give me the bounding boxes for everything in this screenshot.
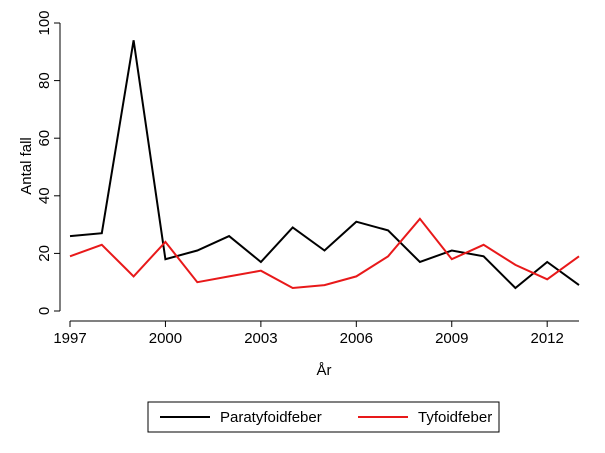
y-axis: 0 20 40 60 80 100 — [36, 10, 61, 315]
y-tick-label-80: 80 — [36, 72, 53, 89]
x-tick-label-1997: 1997 — [53, 330, 86, 347]
y-tick-label-60: 60 — [36, 130, 53, 147]
y-tick-label-0: 0 — [36, 307, 53, 315]
y-tick-label-40: 40 — [36, 187, 53, 204]
series-layer — [69, 40, 580, 290]
x-tick-label-2003: 2003 — [244, 330, 277, 347]
series-line-tyfoidfeber — [69, 217, 580, 290]
legend: Paratyfoidfeber Tyfoidfeber — [147, 401, 500, 433]
x-tick-label-2006: 2006 — [340, 330, 373, 347]
x-tick-label-2000: 2000 — [149, 330, 182, 347]
x-tick-label-2009: 2009 — [435, 330, 468, 347]
x-tick-label-2012: 2012 — [531, 330, 564, 347]
y-tick-label-100: 100 — [36, 10, 53, 35]
y-tick-label-20: 20 — [36, 245, 53, 262]
x-axis: 1997 2000 2003 2006 2009 2012 — [53, 320, 579, 347]
x-axis-title: År — [317, 362, 332, 379]
y-axis-title: Antal fall — [18, 137, 35, 195]
series-line-paratyfoidfeber — [69, 40, 580, 290]
legend-label-tyfoidfeber: Tyfoidfeber — [418, 409, 492, 426]
legend-label-paratyfoidfeber: Paratyfoidfeber — [220, 409, 322, 426]
